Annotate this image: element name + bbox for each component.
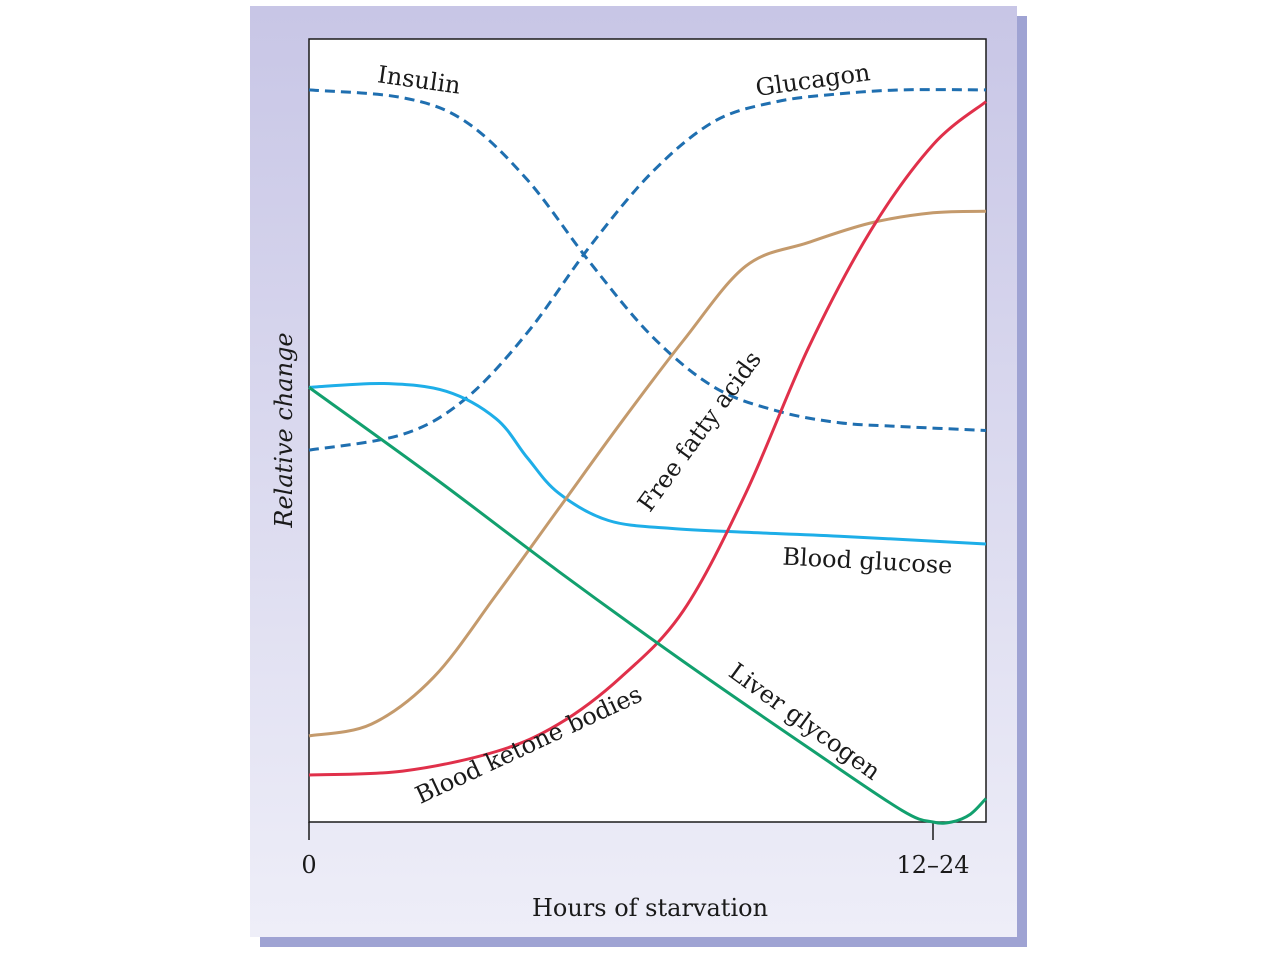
series-line-insulin (308, 88, 987, 432)
series-line-glucagon (308, 88, 987, 452)
plot-area (308, 38, 987, 823)
series-line-blood-glucose (308, 381, 987, 546)
x-axis-label: Hours of starvation (532, 894, 768, 922)
series-layer (308, 88, 988, 825)
y-axis-label: Relative change (270, 332, 298, 528)
series-line-free-fatty-acids (308, 209, 987, 738)
x-tick-label-12-24: 12–24 (896, 851, 969, 879)
series-line-liver-glycogen (308, 386, 988, 825)
series-line-blood-ketone-bodies (308, 100, 987, 777)
x-tick-label-0: 0 (301, 851, 316, 879)
